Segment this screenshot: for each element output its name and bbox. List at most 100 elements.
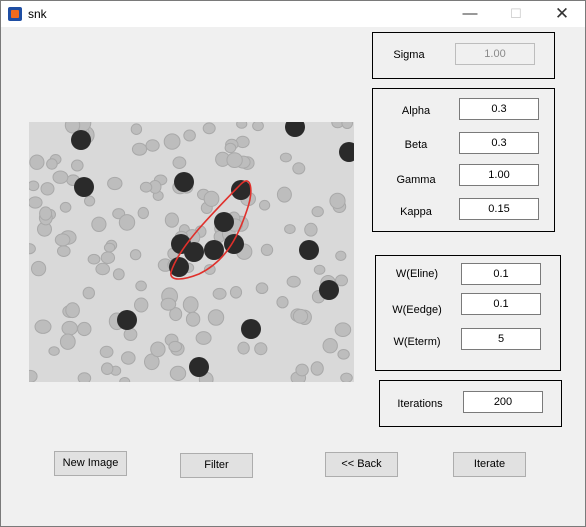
cell-image-display[interactable]: [29, 122, 354, 382]
maximize-icon[interactable]: ☐: [510, 6, 522, 21]
alpha-label: Alpha: [401, 105, 431, 117]
red-blood-cell: [29, 154, 45, 170]
red-blood-cell: [311, 206, 324, 218]
white-blood-cell: [241, 319, 261, 339]
red-blood-cell: [131, 142, 148, 156]
red-blood-cell: [182, 296, 199, 314]
red-blood-cell: [203, 264, 216, 275]
red-blood-cell: [99, 345, 114, 358]
red-blood-cell: [150, 341, 166, 358]
iterate-button[interactable]: Iterate: [453, 452, 526, 477]
iterations-label: Iterations: [397, 398, 443, 410]
red-blood-cell: [61, 320, 78, 336]
red-blood-cell: [279, 152, 292, 163]
white-blood-cell: [71, 130, 91, 150]
red-blood-cell: [322, 338, 338, 354]
red-blood-cell: [226, 152, 243, 168]
red-blood-cell: [254, 342, 268, 356]
sigma-field: 1.00: [455, 43, 535, 65]
red-blood-cell: [130, 123, 143, 135]
red-blood-cell: [52, 170, 69, 184]
red-blood-cell: [313, 264, 326, 275]
red-blood-cell: [229, 286, 243, 299]
weline-field[interactable]: 0.1: [461, 263, 541, 285]
red-blood-cell: [65, 302, 80, 319]
white-blood-cell: [214, 212, 234, 232]
white-blood-cell: [189, 357, 209, 377]
weterm-label: W(Eterm): [393, 336, 441, 348]
weterm-field[interactable]: 5: [461, 328, 541, 350]
alpha-field[interactable]: 0.3: [459, 98, 539, 120]
red-blood-cell: [31, 260, 47, 277]
white-blood-cell: [319, 280, 339, 300]
red-blood-cell: [48, 346, 60, 356]
gamma-field[interactable]: 1.00: [459, 164, 539, 186]
red-blood-cell: [40, 182, 55, 196]
red-blood-cell: [295, 363, 309, 377]
close-icon[interactable]: ✕: [554, 4, 570, 23]
red-blood-cell: [276, 186, 292, 203]
red-blood-cell: [54, 233, 71, 247]
window-title: snk: [28, 7, 47, 21]
red-blood-cell: [183, 129, 196, 142]
red-blood-cell: [304, 222, 318, 237]
red-blood-cell: [237, 341, 250, 355]
red-blood-cell: [57, 245, 71, 258]
red-blood-cell: [29, 243, 36, 255]
red-blood-cell: [95, 262, 110, 276]
red-blood-cell: [84, 195, 96, 207]
white-blood-cell: [339, 142, 354, 162]
red-blood-cell: [46, 158, 58, 170]
energy-params-panel: Alpha 0.3 Beta 0.3 Gamma 1.00 Kappa 0.15: [372, 88, 555, 232]
iterations-field[interactable]: 200: [463, 391, 543, 413]
red-blood-cell: [172, 156, 187, 170]
minimize-icon[interactable]: —: [462, 5, 478, 22]
red-blood-cell: [259, 199, 271, 211]
red-blood-cell: [100, 251, 116, 264]
white-blood-cell: [285, 122, 305, 137]
wedge-field[interactable]: 0.1: [461, 293, 541, 315]
kappa-label: Kappa: [400, 206, 432, 218]
red-blood-cell: [71, 159, 84, 172]
red-blood-cell: [137, 206, 150, 220]
red-blood-cell: [164, 212, 179, 228]
red-blood-cell: [103, 242, 116, 253]
red-blood-cell: [284, 224, 296, 235]
red-blood-cell: [29, 196, 43, 209]
sigma-panel: Sigma 1.00: [372, 32, 555, 79]
white-blood-cell: [174, 172, 194, 192]
new-image-button[interactable]: New Image: [54, 451, 127, 476]
red-blood-cell: [135, 280, 147, 292]
sigma-label: Sigma: [393, 49, 425, 61]
red-blood-cell: [169, 307, 183, 322]
red-blood-cell: [39, 206, 53, 221]
red-blood-cell: [335, 250, 347, 262]
filter-button[interactable]: Filter: [180, 453, 253, 478]
red-blood-cell: [236, 122, 248, 129]
title-bar: snk — ☐ ✕: [1, 1, 585, 27]
beta-field[interactable]: 0.3: [459, 132, 539, 154]
snake-contour: [170, 180, 252, 280]
kappa-field[interactable]: 0.15: [459, 198, 539, 220]
red-blood-cell: [59, 201, 72, 213]
white-blood-cell: [204, 240, 224, 260]
red-blood-cell: [203, 190, 220, 207]
red-blood-cell: [77, 321, 92, 337]
iterations-panel: Iterations 200: [379, 380, 562, 427]
red-blood-cell: [119, 377, 131, 382]
red-blood-cell: [212, 287, 227, 300]
matlab-icon: [8, 7, 22, 21]
red-blood-cell: [276, 296, 289, 309]
red-blood-cell: [207, 309, 225, 326]
red-blood-cell: [77, 372, 92, 382]
red-blood-cell: [168, 340, 182, 353]
red-blood-cell: [334, 322, 352, 337]
red-blood-cell: [123, 327, 138, 341]
red-blood-cell: [91, 216, 107, 233]
red-blood-cell: [64, 122, 81, 134]
back-button[interactable]: << Back: [325, 452, 398, 477]
red-blood-cell: [160, 297, 177, 311]
red-blood-cell: [185, 311, 201, 327]
red-blood-cell: [145, 139, 160, 152]
